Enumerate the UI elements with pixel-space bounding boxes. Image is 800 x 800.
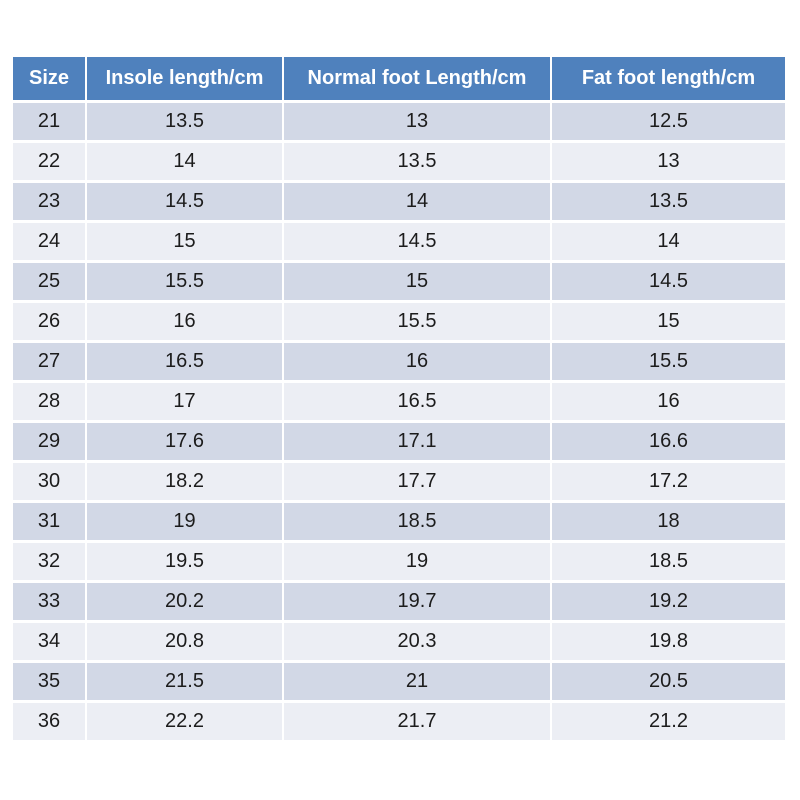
cell-normal-foot-length: 21 <box>284 663 550 700</box>
cell-normal-foot-length: 18.5 <box>284 503 550 540</box>
cell-fat-foot-length: 15.5 <box>552 343 785 380</box>
column-header-insole-length: Insole length/cm <box>87 57 282 100</box>
table-row: 31 19 18.5 18 <box>13 503 785 540</box>
table-header: Size Insole length/cm Normal foot Length… <box>13 57 785 100</box>
cell-fat-foot-length: 17.2 <box>552 463 785 500</box>
table-row: 34 20.8 20.3 19.8 <box>13 623 785 660</box>
cell-size: 36 <box>13 703 85 740</box>
cell-insole-length: 15.5 <box>87 263 282 300</box>
cell-fat-foot-length: 21.2 <box>552 703 785 740</box>
cell-insole-length: 19.5 <box>87 543 282 580</box>
cell-size: 21 <box>13 103 85 140</box>
cell-normal-foot-length: 17.1 <box>284 423 550 460</box>
table-row: 28 17 16.5 16 <box>13 383 785 420</box>
cell-insole-length: 16 <box>87 303 282 340</box>
cell-normal-foot-length: 17.7 <box>284 463 550 500</box>
table-row: 32 19.5 19 18.5 <box>13 543 785 580</box>
cell-size: 27 <box>13 343 85 380</box>
cell-normal-foot-length: 16 <box>284 343 550 380</box>
table-row: 22 14 13.5 13 <box>13 143 785 180</box>
column-header-fat-foot-length: Fat foot length/cm <box>552 57 785 100</box>
cell-size: 30 <box>13 463 85 500</box>
table-row: 29 17.6 17.1 16.6 <box>13 423 785 460</box>
cell-normal-foot-length: 13 <box>284 103 550 140</box>
cell-normal-foot-length: 19 <box>284 543 550 580</box>
table-row: 24 15 14.5 14 <box>13 223 785 260</box>
column-header-normal-foot-length: Normal foot Length/cm <box>284 57 550 100</box>
cell-insole-length: 17 <box>87 383 282 420</box>
table-row: 21 13.5 13 12.5 <box>13 103 785 140</box>
cell-normal-foot-length: 14 <box>284 183 550 220</box>
cell-size: 26 <box>13 303 85 340</box>
cell-fat-foot-length: 20.5 <box>552 663 785 700</box>
table-row: 36 22.2 21.7 21.2 <box>13 703 785 740</box>
cell-insole-length: 13.5 <box>87 103 282 140</box>
cell-fat-foot-length: 14.5 <box>552 263 785 300</box>
cell-size: 32 <box>13 543 85 580</box>
cell-normal-foot-length: 15.5 <box>284 303 550 340</box>
cell-normal-foot-length: 21.7 <box>284 703 550 740</box>
cell-fat-foot-length: 18.5 <box>552 543 785 580</box>
cell-insole-length: 14 <box>87 143 282 180</box>
cell-size: 22 <box>13 143 85 180</box>
table-row: 30 18.2 17.7 17.2 <box>13 463 785 500</box>
cell-fat-foot-length: 13.5 <box>552 183 785 220</box>
table-row: 23 14.5 14 13.5 <box>13 183 785 220</box>
cell-insole-length: 16.5 <box>87 343 282 380</box>
table-row: 26 16 15.5 15 <box>13 303 785 340</box>
table-row: 27 16.5 16 15.5 <box>13 343 785 380</box>
cell-insole-length: 19 <box>87 503 282 540</box>
cell-normal-foot-length: 20.3 <box>284 623 550 660</box>
cell-size: 23 <box>13 183 85 220</box>
cell-insole-length: 22.2 <box>87 703 282 740</box>
cell-fat-foot-length: 16 <box>552 383 785 420</box>
table-row: 25 15.5 15 14.5 <box>13 263 785 300</box>
header-row: Size Insole length/cm Normal foot Length… <box>13 57 785 100</box>
cell-insole-length: 21.5 <box>87 663 282 700</box>
table-row: 35 21.5 21 20.5 <box>13 663 785 700</box>
column-header-size: Size <box>13 57 85 100</box>
cell-fat-foot-length: 18 <box>552 503 785 540</box>
cell-normal-foot-length: 19.7 <box>284 583 550 620</box>
cell-size: 35 <box>13 663 85 700</box>
table-body: 21 13.5 13 12.5 22 14 13.5 13 23 14.5 14 13.5 24 15 14… <box>13 103 785 740</box>
cell-size: 31 <box>13 503 85 540</box>
cell-size: 25 <box>13 263 85 300</box>
cell-fat-foot-length: 19.2 <box>552 583 785 620</box>
cell-fat-foot-length: 12.5 <box>552 103 785 140</box>
cell-size: 29 <box>13 423 85 460</box>
cell-insole-length: 15 <box>87 223 282 260</box>
cell-normal-foot-length: 16.5 <box>284 383 550 420</box>
cell-insole-length: 17.6 <box>87 423 282 460</box>
cell-size: 24 <box>13 223 85 260</box>
cell-normal-foot-length: 14.5 <box>284 223 550 260</box>
size-chart-table: Size Insole length/cm Normal foot Length… <box>11 54 787 743</box>
cell-fat-foot-length: 19.8 <box>552 623 785 660</box>
cell-size: 28 <box>13 383 85 420</box>
cell-fat-foot-length: 16.6 <box>552 423 785 460</box>
cell-insole-length: 18.2 <box>87 463 282 500</box>
table-row: 33 20.2 19.7 19.2 <box>13 583 785 620</box>
cell-normal-foot-length: 13.5 <box>284 143 550 180</box>
cell-size: 33 <box>13 583 85 620</box>
cell-insole-length: 20.2 <box>87 583 282 620</box>
cell-insole-length: 14.5 <box>87 183 282 220</box>
cell-fat-foot-length: 13 <box>552 143 785 180</box>
cell-size: 34 <box>13 623 85 660</box>
cell-normal-foot-length: 15 <box>284 263 550 300</box>
cell-insole-length: 20.8 <box>87 623 282 660</box>
cell-fat-foot-length: 15 <box>552 303 785 340</box>
cell-fat-foot-length: 14 <box>552 223 785 260</box>
